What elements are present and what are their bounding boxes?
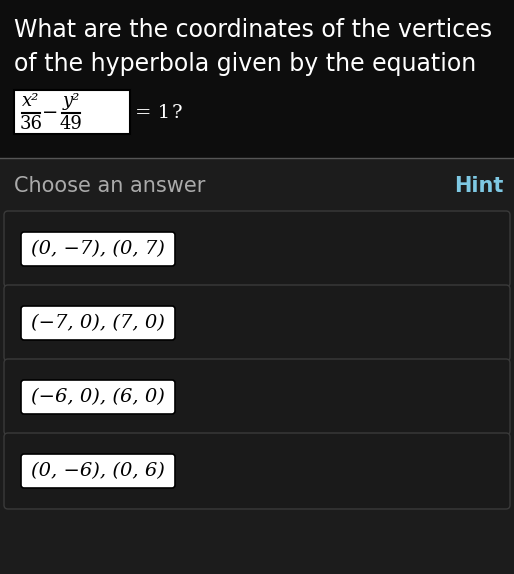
Text: = 1: = 1 xyxy=(135,104,170,122)
FancyBboxPatch shape xyxy=(21,380,175,414)
Text: (0, −7), (0, 7): (0, −7), (0, 7) xyxy=(31,240,165,258)
Text: (−6, 0), (6, 0): (−6, 0), (6, 0) xyxy=(31,388,165,406)
Text: Hint: Hint xyxy=(454,176,504,196)
FancyBboxPatch shape xyxy=(0,0,514,158)
Text: y²: y² xyxy=(62,92,80,110)
Text: x²: x² xyxy=(22,92,40,110)
FancyBboxPatch shape xyxy=(21,306,175,340)
Text: Choose an answer: Choose an answer xyxy=(14,176,206,196)
Text: (0, −6), (0, 6): (0, −6), (0, 6) xyxy=(31,462,165,480)
FancyBboxPatch shape xyxy=(21,454,175,488)
FancyBboxPatch shape xyxy=(4,285,510,361)
Text: (−7, 0), (7, 0): (−7, 0), (7, 0) xyxy=(31,314,165,332)
FancyBboxPatch shape xyxy=(4,211,510,287)
FancyBboxPatch shape xyxy=(21,232,175,266)
Text: 49: 49 xyxy=(60,115,82,133)
Text: −: − xyxy=(42,104,58,122)
Text: of the hyperbola given by the equation: of the hyperbola given by the equation xyxy=(14,52,476,76)
Text: 36: 36 xyxy=(20,115,43,133)
FancyBboxPatch shape xyxy=(0,158,514,574)
FancyBboxPatch shape xyxy=(4,433,510,509)
FancyBboxPatch shape xyxy=(14,90,130,134)
Text: ?: ? xyxy=(172,104,182,122)
FancyBboxPatch shape xyxy=(4,359,510,435)
Text: What are the coordinates of the vertices: What are the coordinates of the vertices xyxy=(14,18,492,42)
